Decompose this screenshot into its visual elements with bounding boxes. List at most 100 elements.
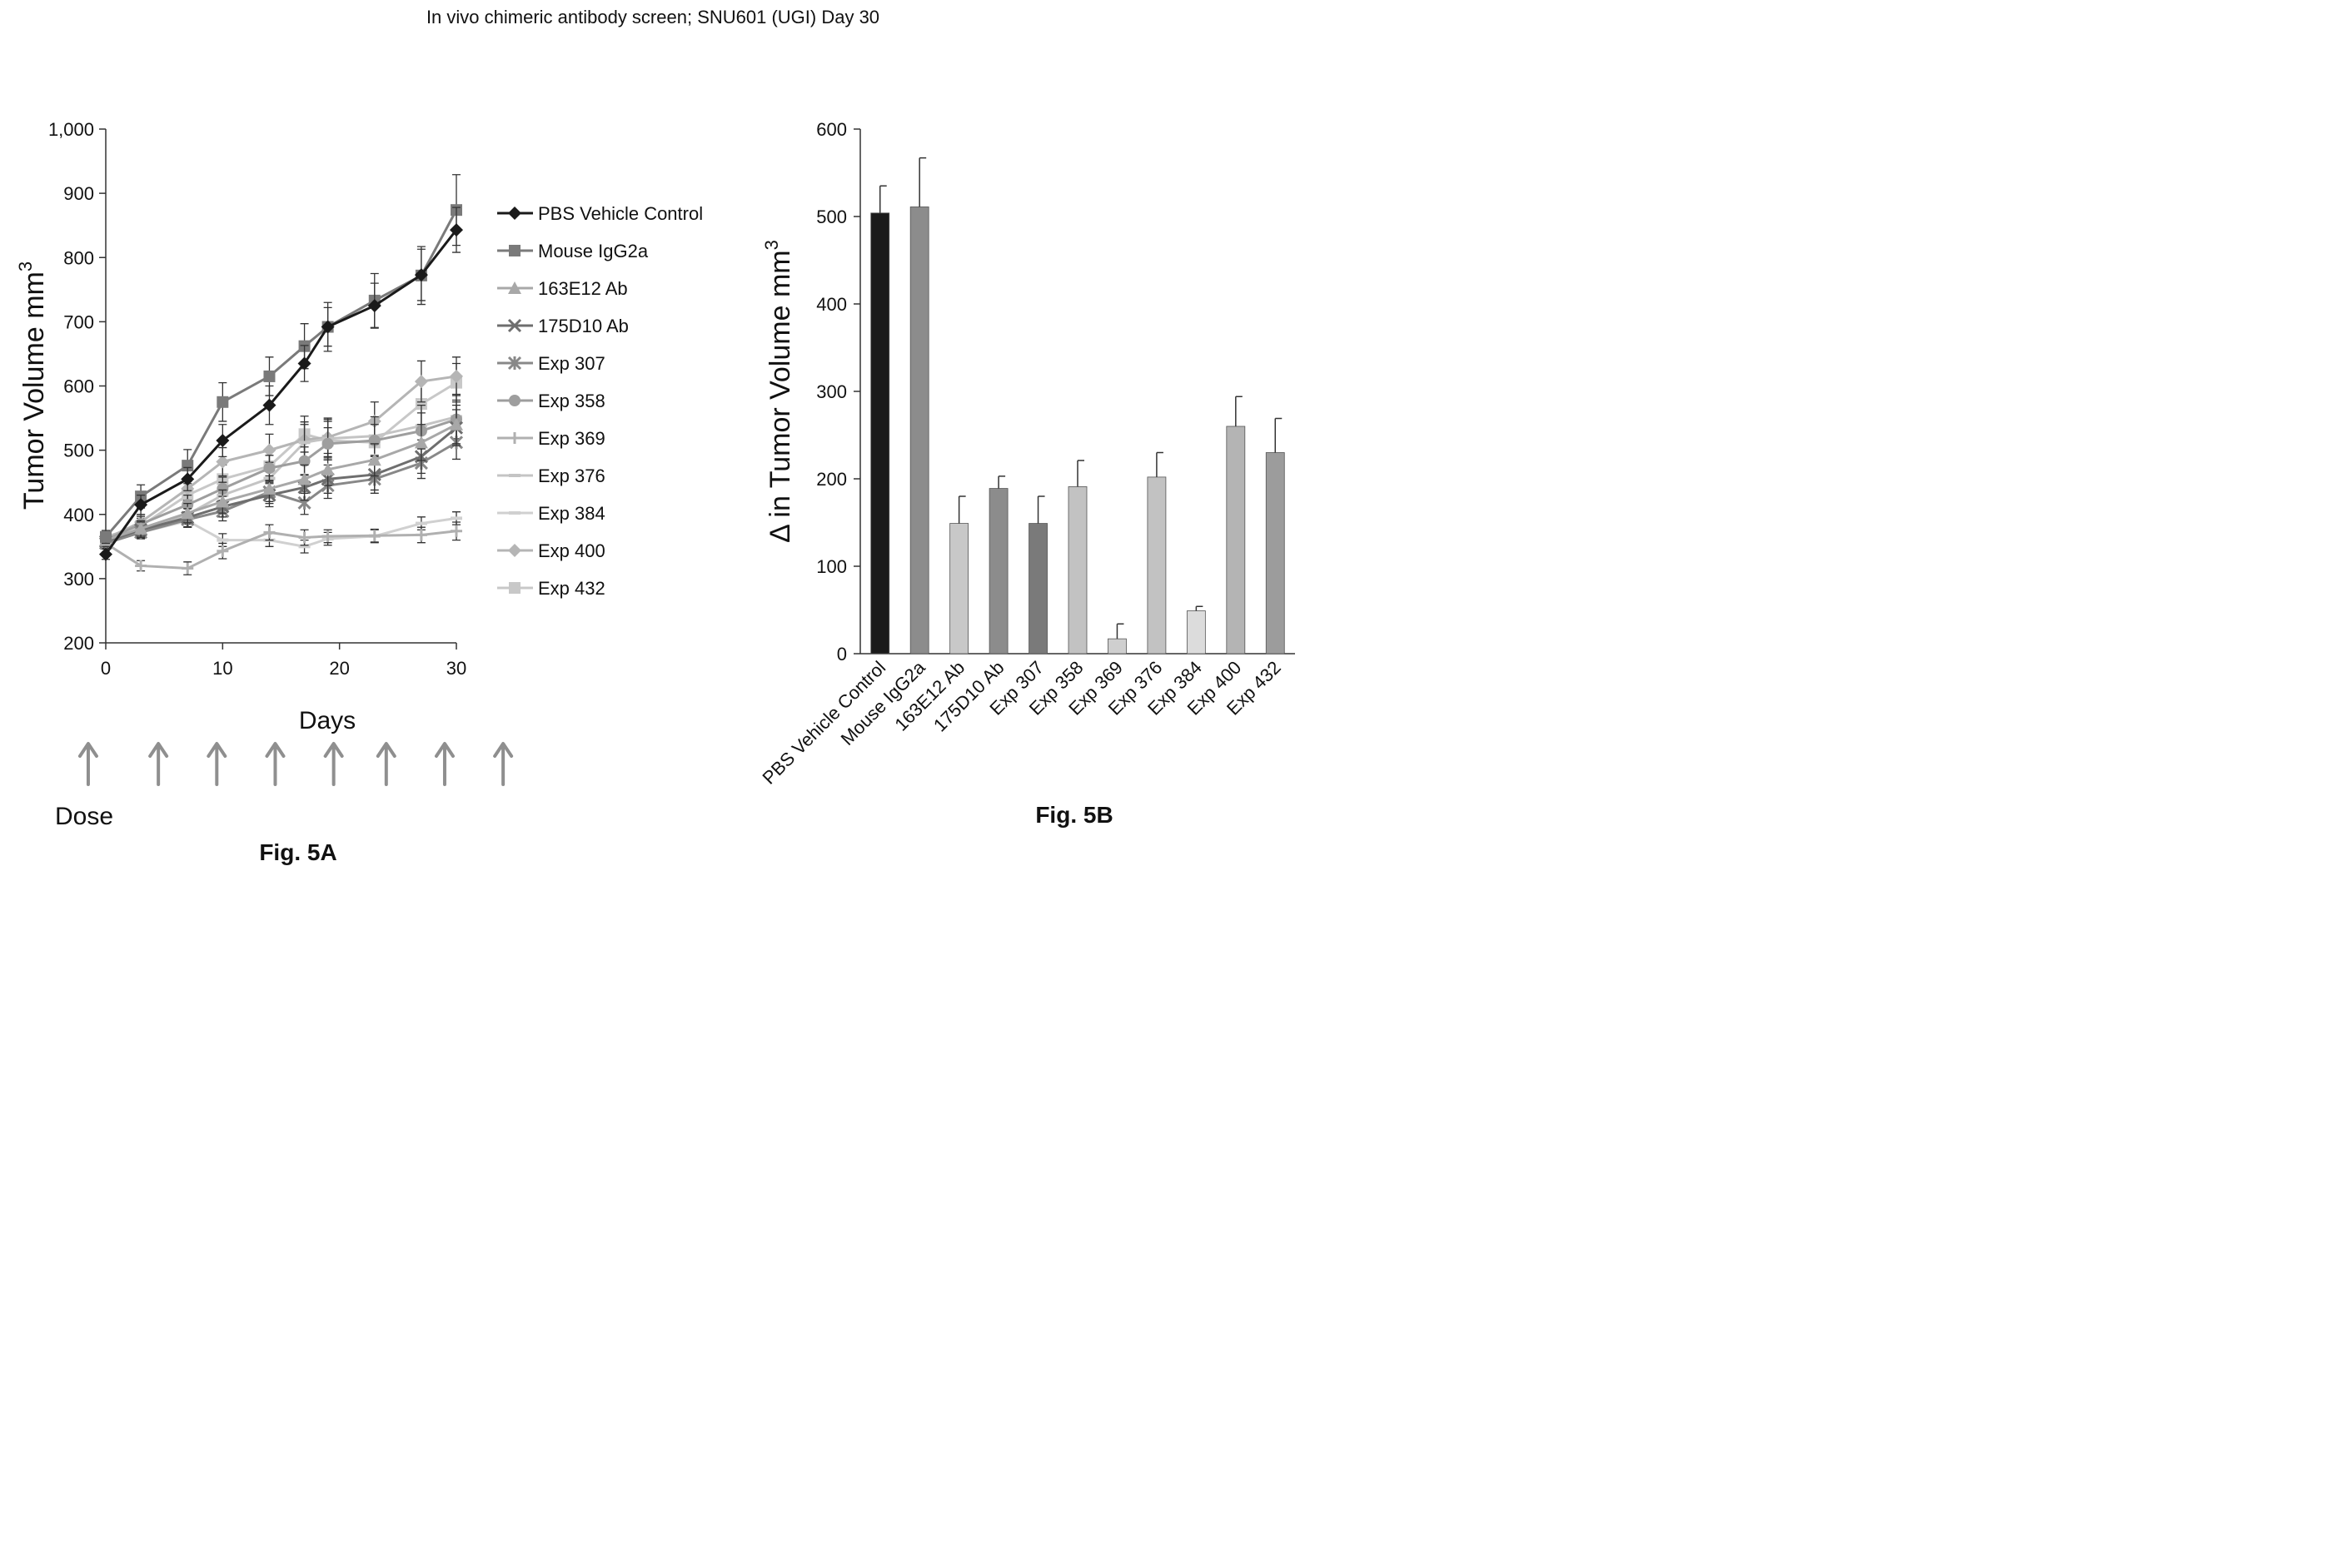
- bar-group: [1226, 396, 1246, 655]
- data-point: [415, 398, 427, 411]
- legend-label: Exp 432: [538, 578, 605, 599]
- series-line: [105, 418, 457, 541]
- y-tick-label: 300: [63, 569, 94, 590]
- data-point: [451, 525, 462, 537]
- error-bar: [998, 475, 1006, 489]
- bar-group: [949, 495, 969, 655]
- data-point: [368, 530, 381, 542]
- data-point: [263, 526, 276, 539]
- data-point: [263, 370, 276, 382]
- x-tick-label: 0: [101, 658, 111, 679]
- legend-marker: [507, 318, 522, 333]
- data-point: [181, 506, 195, 520]
- data-point: [99, 547, 112, 561]
- legend-label: Exp 307: [538, 353, 605, 374]
- data-point: [321, 462, 335, 475]
- data-point: [415, 529, 427, 541]
- y-tick-label: 600: [63, 376, 94, 397]
- data-point: [263, 462, 276, 475]
- error-bar: [1116, 623, 1124, 640]
- error-bar: [1156, 451, 1163, 477]
- error-bar: [919, 157, 927, 207]
- data-point: [297, 356, 311, 371]
- legend-marker: [509, 395, 521, 406]
- bar-group: [989, 475, 1009, 655]
- data-point: [414, 268, 428, 282]
- data-point: [298, 455, 311, 467]
- error-bar: [1037, 495, 1045, 524]
- legend-label: Exp 358: [538, 391, 605, 411]
- legend-marker: [509, 432, 521, 444]
- data-point: [450, 417, 463, 431]
- legend-label: Mouse IgG2a: [538, 241, 649, 261]
- chart-5b-bar: 0 100 200 300 400 500 600 Δ in Tumor Volume mm3…: [759, 119, 1295, 828]
- legend-item: Exp 384: [497, 503, 605, 524]
- legend-label: 163E12 Ab: [538, 278, 628, 299]
- dose-arrow-icon: [77, 742, 98, 786]
- legend-item: Exp 376: [497, 465, 605, 486]
- legend-item: PBS Vehicle Control: [497, 203, 703, 224]
- error-bar: [1195, 605, 1203, 611]
- y-tick-label: 400: [63, 505, 94, 525]
- series-line: [105, 426, 457, 543]
- y-tick-label: 0: [837, 644, 847, 665]
- y-tick-label: 400: [816, 294, 847, 315]
- legend-marker: [507, 356, 522, 371]
- dose-arrow-icon: [265, 742, 286, 786]
- dose-arrow-icon: [323, 742, 344, 786]
- legend-label: Exp 376: [538, 465, 605, 486]
- data-point: [134, 521, 148, 535]
- bar: [1068, 486, 1088, 655]
- dose-label: Dose: [55, 803, 113, 830]
- legend-item: 163E12 Ab: [497, 278, 628, 299]
- bar: [1029, 523, 1048, 655]
- legend-item: Exp 307: [497, 353, 605, 374]
- legend-label: 175D10 Ab: [538, 316, 629, 336]
- data-point: [181, 472, 195, 486]
- x-tick-label: 20: [329, 658, 349, 679]
- legend-label: Exp 384: [538, 503, 605, 524]
- series-pbs-vehicle-control: [99, 207, 463, 561]
- data-point: [216, 455, 230, 469]
- data-point: [217, 545, 229, 557]
- y-tick-label: 300: [816, 381, 847, 402]
- dose-arrows: [77, 742, 514, 786]
- data-point: [100, 530, 112, 543]
- dose-arrow-icon: [493, 742, 514, 786]
- series-line: [105, 423, 457, 542]
- data-point: [217, 396, 229, 408]
- bar-group: [1108, 623, 1127, 655]
- legend-label: Exp 369: [538, 428, 605, 449]
- data-point: [182, 460, 194, 472]
- data-point: [367, 453, 381, 466]
- error-bar: [1077, 460, 1084, 487]
- chart-5a-line: 200 300 400 500 600 700 800 900 1,000 0 10 20 30 Tumo…: [15, 119, 703, 865]
- figure-label-5a: Fig. 5A: [259, 839, 336, 865]
- bar-group: [1068, 460, 1088, 655]
- bar-group: [909, 157, 929, 655]
- series-163e12-ab: [99, 404, 463, 546]
- y-axis-title: Tumor Volume mm3: [15, 261, 50, 510]
- bar-group: [1186, 605, 1206, 655]
- legend-label: Exp 400: [538, 540, 605, 561]
- data-point: [414, 375, 428, 389]
- data-point: [450, 369, 463, 383]
- series-line: [105, 375, 457, 540]
- dose-arrow-icon: [376, 742, 396, 786]
- data-point: [321, 437, 334, 450]
- legend-item: Exp 358: [497, 391, 605, 411]
- y-tick-label: 200: [816, 469, 847, 490]
- bar: [1265, 452, 1285, 655]
- data-point: [321, 320, 335, 334]
- data-point: [298, 531, 311, 544]
- data-point: [262, 481, 276, 495]
- y-tick-label: 600: [816, 119, 847, 140]
- legend-marker: [508, 281, 521, 294]
- y-tick-label: 1,000: [48, 119, 94, 140]
- x-tick-label: 30: [446, 658, 466, 679]
- data-point: [216, 495, 230, 508]
- y-tick-label: 900: [63, 183, 94, 204]
- y-tick-label: 500: [63, 441, 94, 461]
- legend-item: Exp 369: [497, 428, 605, 449]
